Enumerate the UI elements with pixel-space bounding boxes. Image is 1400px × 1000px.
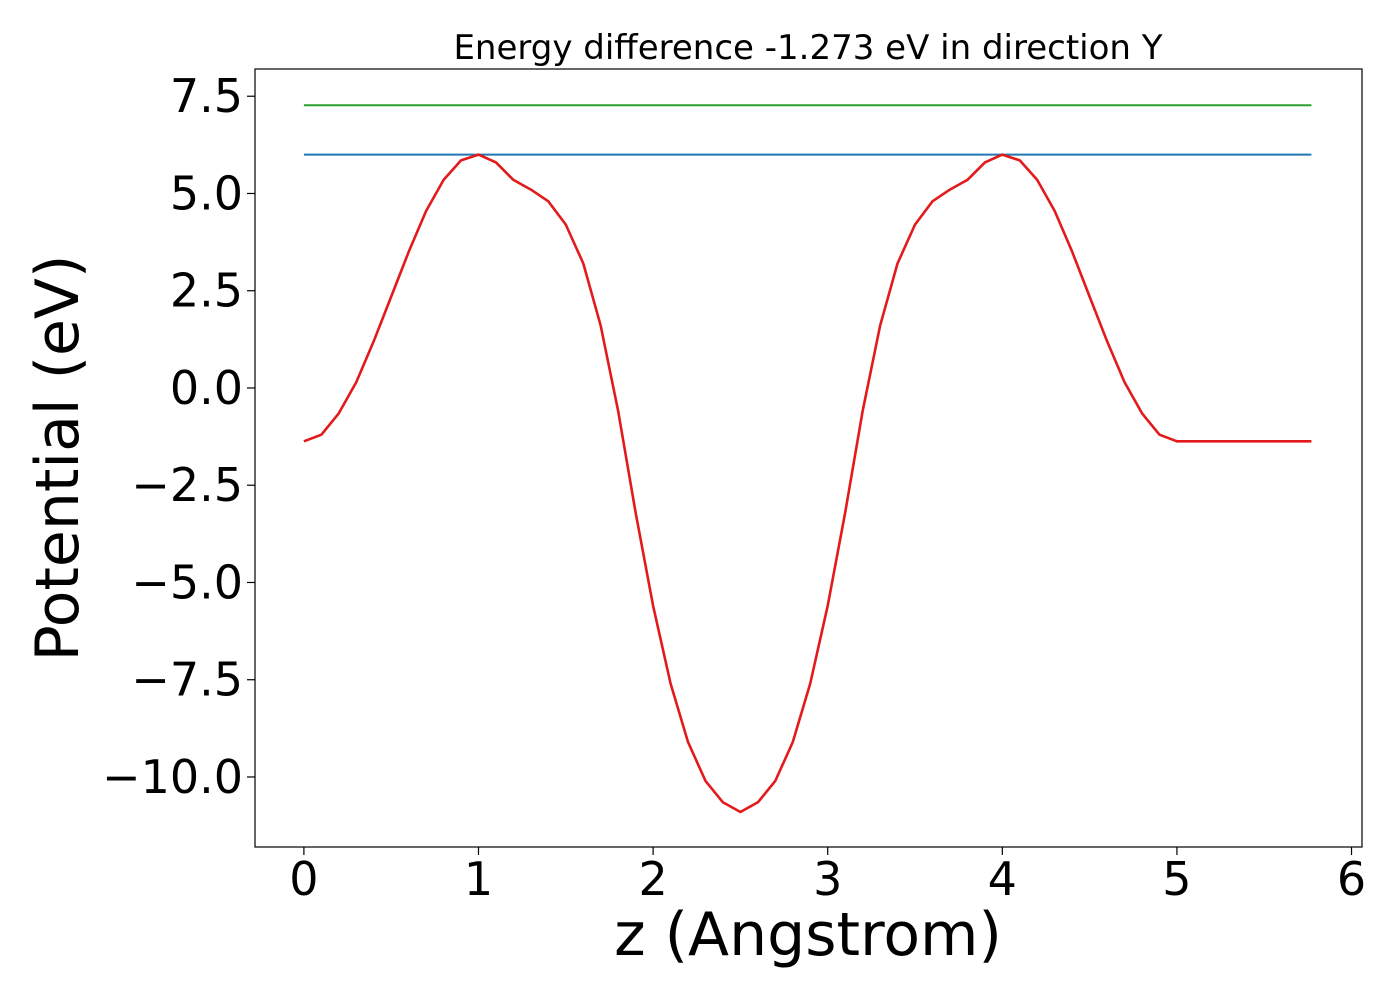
y-tick-label: −10.0 bbox=[102, 750, 243, 804]
x-tick-label: 1 bbox=[464, 852, 493, 906]
y-tick-label: 0.0 bbox=[170, 361, 243, 415]
x-tick-label: 6 bbox=[1337, 852, 1366, 906]
plot-area-frame bbox=[254, 68, 1363, 848]
series-line-2 bbox=[303, 153, 1312, 814]
y-tick-label: −2.5 bbox=[131, 458, 243, 512]
y-tick-label: −7.5 bbox=[131, 653, 243, 707]
y-tick-label: 2.5 bbox=[170, 264, 243, 318]
x-tick-label: 5 bbox=[1162, 852, 1191, 906]
x-tick-label: 3 bbox=[813, 852, 842, 906]
y-tick-label: −5.0 bbox=[131, 555, 243, 609]
x-tick-label: 4 bbox=[988, 852, 1017, 906]
y-tick-label: 7.5 bbox=[170, 69, 243, 123]
x-tick-label: 2 bbox=[638, 852, 667, 906]
x-tick-label: 0 bbox=[289, 852, 318, 906]
x-axis-label: z (Angstrom) bbox=[614, 900, 1002, 970]
chart-title: Energy difference -1.273 eV in direction… bbox=[453, 28, 1162, 68]
y-axis-label: Potential (eV) bbox=[23, 255, 93, 662]
y-tick-label: 5.0 bbox=[170, 166, 243, 220]
